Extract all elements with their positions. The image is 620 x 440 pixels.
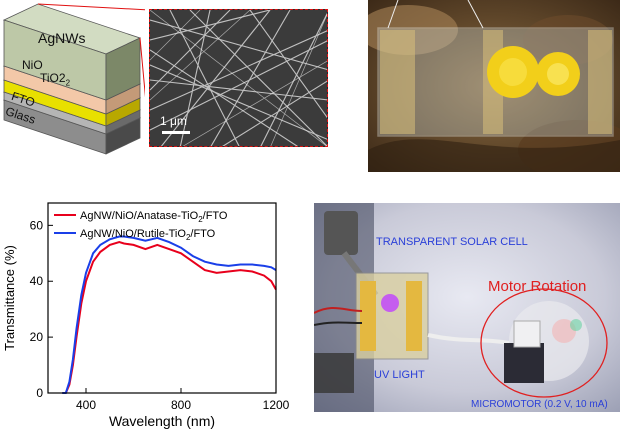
chart-svg: 400 800 1200 0 20 40 60 Transmittance (%) Wave… xyxy=(0,195,300,435)
transmittance-chart: 400 800 1200 0 20 40 60 Transmittance (%) Wave… xyxy=(0,195,300,435)
y-tick-label: 60 xyxy=(30,218,44,232)
y-tick-label: 0 xyxy=(36,386,43,400)
layer-label-agnws: AgNWs xyxy=(38,30,85,46)
motor-rotation-label: Motor Rotation xyxy=(488,278,586,295)
tio2-subscript: 2 xyxy=(66,78,70,87)
x-axis-label: Wavelength (nm) xyxy=(109,413,215,429)
sem-image: 1 μm xyxy=(149,9,328,147)
legend: AgNW/NiO/Anatase-TiO2/FTO AgNW/NiO/Rutile… xyxy=(54,210,228,242)
layer-label-tio2: TiO22 xyxy=(40,71,70,87)
device-schematic: AgNWs NiO TiO22 FTO Glass xyxy=(0,0,145,160)
y-tick-label: 40 xyxy=(30,274,44,288)
y-tick-label: 20 xyxy=(30,330,44,344)
uv-light-label: UV LIGHT xyxy=(374,369,425,381)
x-tick-label: 400 xyxy=(76,398,96,412)
transparent-cell-photo xyxy=(368,0,620,172)
legend-entry-1: AgNW/NiO/Rutile-TiO2/FTO xyxy=(80,228,216,242)
micromotor-photo: TRANSPARENT SOLAR CELL Motor Rotation UV… xyxy=(314,203,620,412)
x-tick-label: 1200 xyxy=(263,398,290,412)
scale-bar xyxy=(162,131,190,134)
micromotor-label: MICROMOTOR (0.2 V, 10 mA) xyxy=(471,399,608,410)
scale-bar-label: 1 μm xyxy=(160,114,187,128)
solar-cell-label: TRANSPARENT SOLAR CELL xyxy=(376,236,528,248)
layer-label-nio: NiO xyxy=(22,58,43,72)
x-tick-label: 800 xyxy=(171,398,191,412)
y-axis-label: Transmittance (%) xyxy=(2,245,17,351)
tio2-text: TiO2 xyxy=(40,71,66,85)
legend-entry-0: AgNW/NiO/Anatase-TiO2/FTO xyxy=(80,210,228,224)
